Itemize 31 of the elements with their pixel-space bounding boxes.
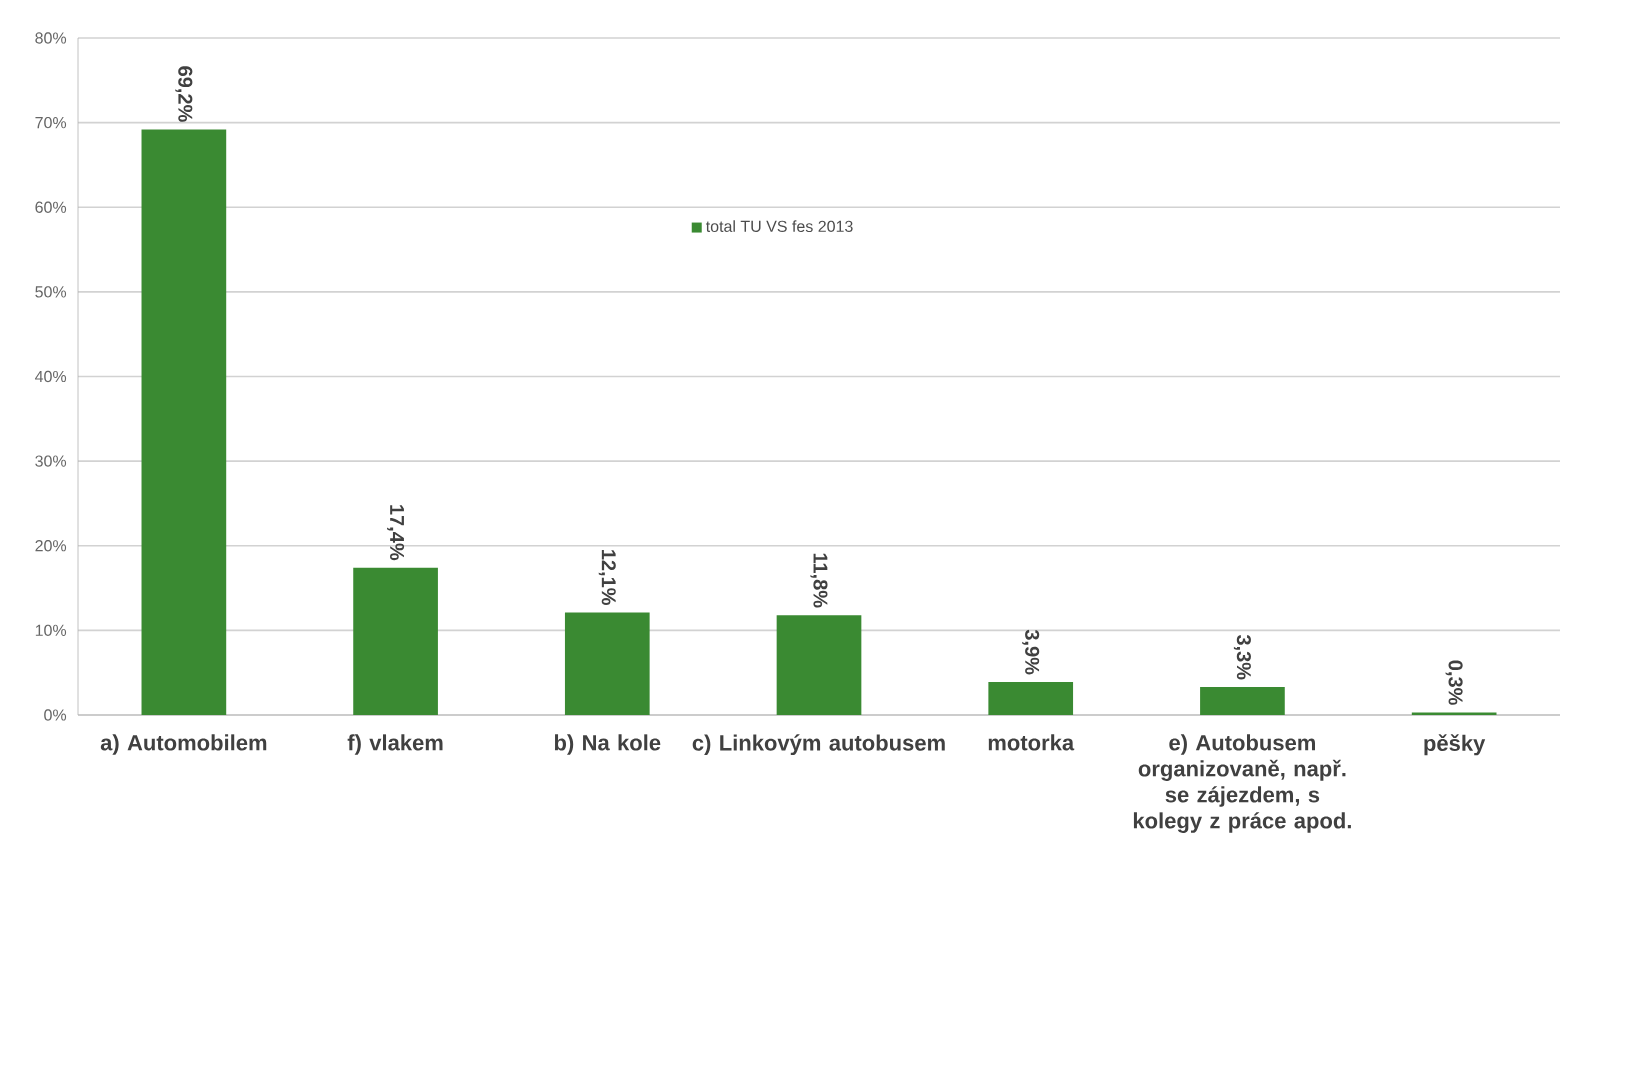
data-label: 69,2% [175, 66, 193, 122]
bar [564, 612, 650, 715]
bar [1411, 712, 1497, 715]
x-tick-label: pěšky [1424, 734, 1486, 756]
y-tick-label: 30% [35, 455, 67, 467]
y-tick-label: 80% [35, 32, 67, 44]
x-tick-label: motorka [988, 734, 1075, 751]
y-tick-label: 0% [44, 709, 67, 721]
y-tick-label: 70% [35, 116, 67, 129]
y-tick-label: 20% [35, 540, 67, 552]
data-label: 3,9% [1022, 629, 1040, 675]
data-label: 11,8% [810, 553, 828, 608]
bar [988, 681, 1074, 715]
x-tick-label: a) Automobilem [100, 734, 267, 755]
data-label: 0,3% [1445, 660, 1463, 705]
y-tick-label: 40% [35, 370, 67, 383]
y-tick-label: 50% [35, 286, 67, 298]
bar [776, 615, 862, 715]
x-tick-label: c) Linkovým autobusem [692, 734, 945, 755]
x-tick-label: b) Na kole [554, 734, 661, 755]
data-label: 17,4% [387, 505, 405, 561]
data-label: 3,3% [1233, 634, 1251, 680]
bar [1200, 687, 1285, 715]
bar [141, 129, 227, 715]
x-tick-label: e) Autobusem organizovaně, např. se zájezdem, s kolegy z práce apod. [1133, 734, 1351, 833]
x-tick-label: f) vlakem [347, 734, 443, 755]
y-tick-label: 10% [35, 624, 67, 637]
legend-label: total TU VS fes 2013 [705, 220, 853, 233]
bar [353, 567, 438, 715]
data-label: 12,1% [598, 550, 616, 605]
y-tick-label: 60% [35, 201, 67, 213]
